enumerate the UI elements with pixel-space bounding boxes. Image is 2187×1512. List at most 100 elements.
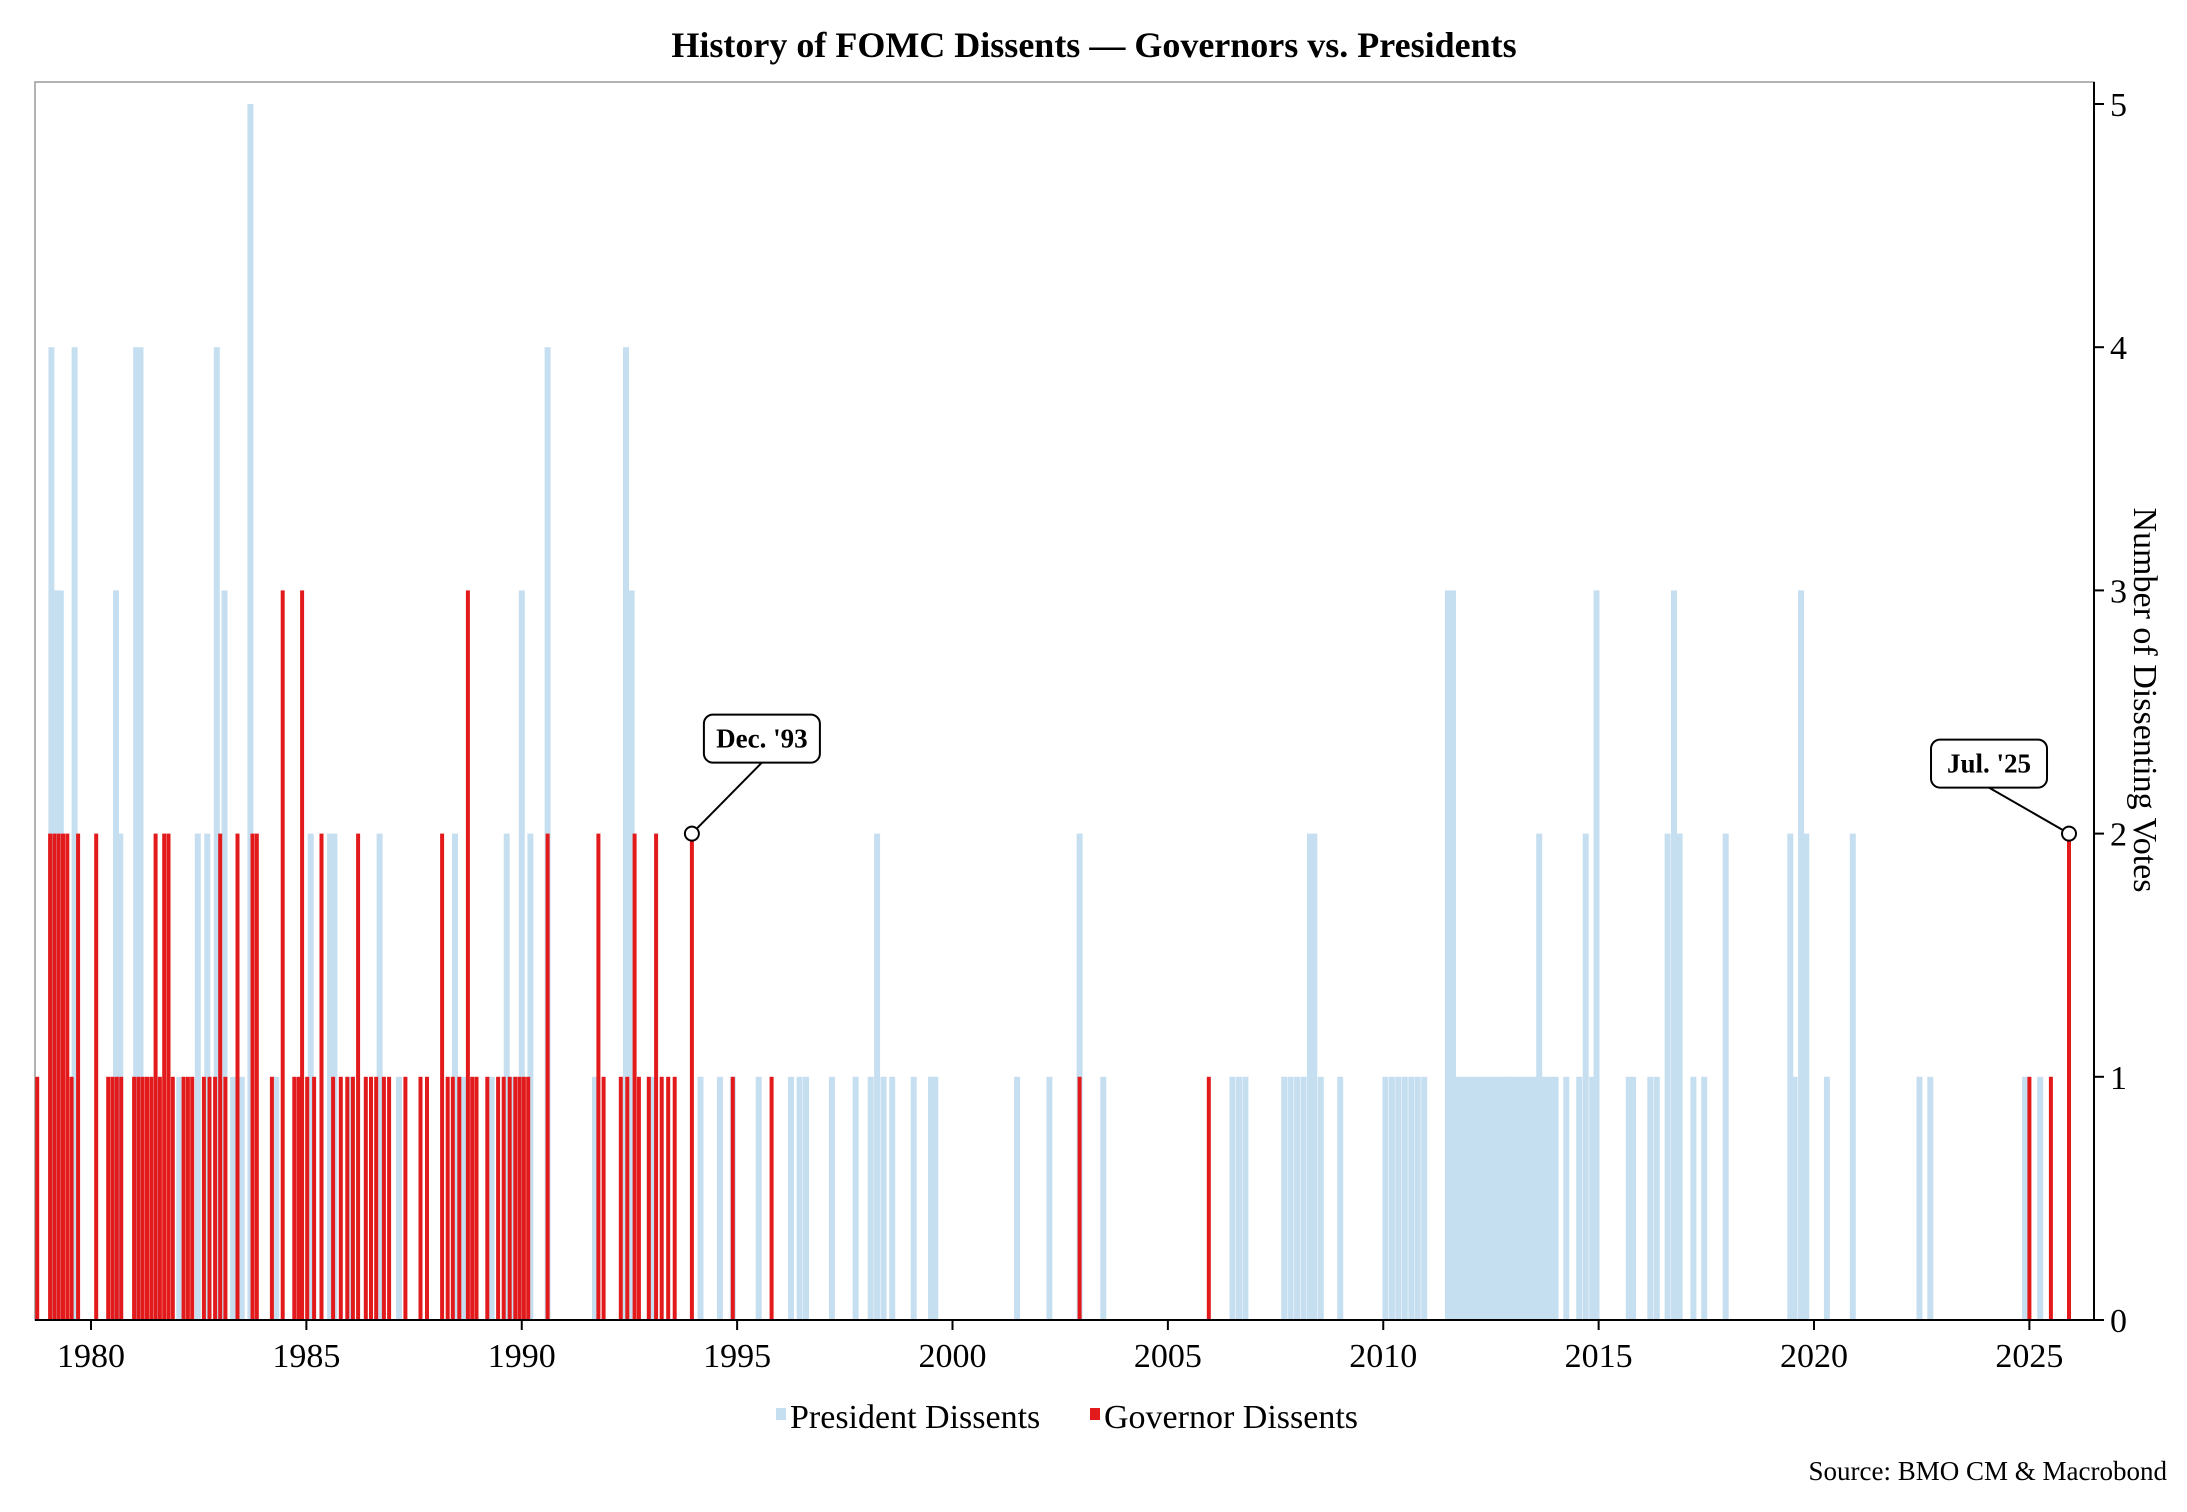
governor-bar	[1206, 1076, 1211, 1320]
president-bar	[1671, 590, 1677, 1320]
president-bar	[1421, 1076, 1428, 1320]
president-bar	[518, 590, 525, 1320]
president-bar	[204, 833, 211, 1320]
governor-bar	[363, 1076, 368, 1320]
governor-bar	[136, 1076, 141, 1320]
president-bar	[1461, 1076, 1468, 1320]
governor-bar	[65, 833, 70, 1320]
president-bar	[1337, 1076, 1344, 1320]
governor-bar	[145, 1076, 149, 1320]
president-bar	[1576, 1076, 1583, 1320]
president-bar	[194, 833, 201, 1320]
president-bar	[1450, 590, 1456, 1320]
president-bar	[910, 1076, 917, 1320]
governor-bar	[457, 1076, 462, 1320]
annotation-box	[702, 713, 821, 764]
president-bar	[510, 1076, 517, 1320]
governor-bar	[521, 1076, 526, 1320]
governor-bar	[110, 1076, 115, 1320]
governor-bar	[356, 833, 361, 1320]
governor-bar	[106, 1076, 111, 1320]
president-bar	[867, 1076, 874, 1320]
president-bar	[1593, 590, 1600, 1320]
governor-bar	[56, 833, 61, 1320]
governor-bar	[496, 1076, 501, 1320]
governor-bar	[292, 1076, 297, 1320]
president-bar	[1653, 1076, 1660, 1320]
governor-bar	[181, 1076, 186, 1320]
governor-bar	[2067, 833, 2071, 1320]
annotations: Dec. '93 Jul. '25	[683, 713, 2078, 842]
governor-bar	[331, 1076, 336, 1320]
y-tick-label: 4	[2110, 330, 2127, 367]
president-bar	[1472, 1076, 1478, 1320]
president-bar	[213, 347, 220, 1320]
governor-bar	[140, 1076, 145, 1320]
governor-bar	[269, 1076, 274, 1320]
president-bar	[1547, 1076, 1554, 1320]
governor-bar	[345, 1076, 350, 1320]
president-bar	[1509, 1076, 1516, 1320]
president-bar	[1100, 1076, 1107, 1320]
governor-bar	[636, 1076, 641, 1320]
president-bar	[396, 1076, 402, 1320]
president-bar	[488, 1076, 495, 1320]
source-note: Source: BMO CM & Macrobond	[1809, 1456, 2168, 1486]
governor-bar	[450, 1076, 455, 1320]
president-bar	[1444, 590, 1451, 1320]
president-bar	[1625, 1076, 1632, 1320]
president-bar	[1242, 1076, 1249, 1320]
president-bar	[1388, 1076, 1395, 1320]
governor-bar	[507, 1076, 512, 1320]
president-bar	[880, 1076, 887, 1320]
y-tick-label: 3	[2110, 573, 2127, 610]
annotation-label: Dec. '93	[716, 724, 807, 754]
president-bar	[247, 104, 254, 1320]
president-bar	[1229, 1076, 1236, 1320]
governor-bar	[76, 833, 81, 1320]
governor-bar	[94, 833, 99, 1320]
governor-bars	[35, 590, 2071, 1320]
president-bar	[230, 1076, 237, 1320]
x-tick-label: 2010	[1349, 1338, 1417, 1375]
x-tick-label: 1990	[488, 1338, 556, 1375]
governor-bar	[689, 833, 694, 1320]
governor-bar	[35, 1076, 40, 1320]
president-bar	[796, 1076, 803, 1320]
president-bar	[803, 1076, 809, 1320]
president-bar	[1798, 590, 1805, 1320]
governor-bar	[374, 1076, 379, 1320]
president-bar	[1787, 833, 1794, 1320]
president-bar	[1630, 1076, 1637, 1320]
governor-bar	[185, 1076, 190, 1320]
governor-bar	[501, 1076, 506, 1320]
president-bar	[1520, 1076, 1527, 1320]
president-bar	[1287, 1076, 1294, 1320]
governor-bar	[119, 1076, 124, 1320]
president-bar	[1395, 1076, 1402, 1320]
governor-bar	[2027, 1076, 2032, 1320]
annotation-label: Jul. '25	[1947, 749, 2031, 779]
president-bar	[307, 833, 314, 1320]
governor-bar	[666, 1076, 671, 1320]
president-bar	[1401, 1076, 1408, 1320]
annotation-marker	[683, 825, 700, 842]
governor-bar	[618, 1076, 623, 1320]
governor-bar	[418, 1076, 423, 1320]
president-bar	[1823, 1076, 1830, 1320]
y-tick-label: 5	[2110, 87, 2127, 124]
legend-label-president: President Dissents	[790, 1399, 1040, 1436]
governor-bar	[440, 833, 445, 1320]
governor-bar	[517, 1076, 522, 1320]
president-bar	[1927, 1076, 1934, 1320]
y-tick-label: 1	[2110, 1060, 2127, 1097]
governor-bar	[213, 1076, 218, 1320]
president-bar	[1307, 833, 1313, 1320]
president-bar	[828, 1076, 835, 1320]
governor-bar	[149, 1076, 154, 1320]
governor-bar	[387, 1076, 392, 1320]
president-bar	[1690, 1076, 1697, 1320]
governor-bar	[513, 1076, 518, 1320]
president-bar	[460, 1076, 467, 1320]
x-tick-label: 1985	[272, 1338, 340, 1375]
